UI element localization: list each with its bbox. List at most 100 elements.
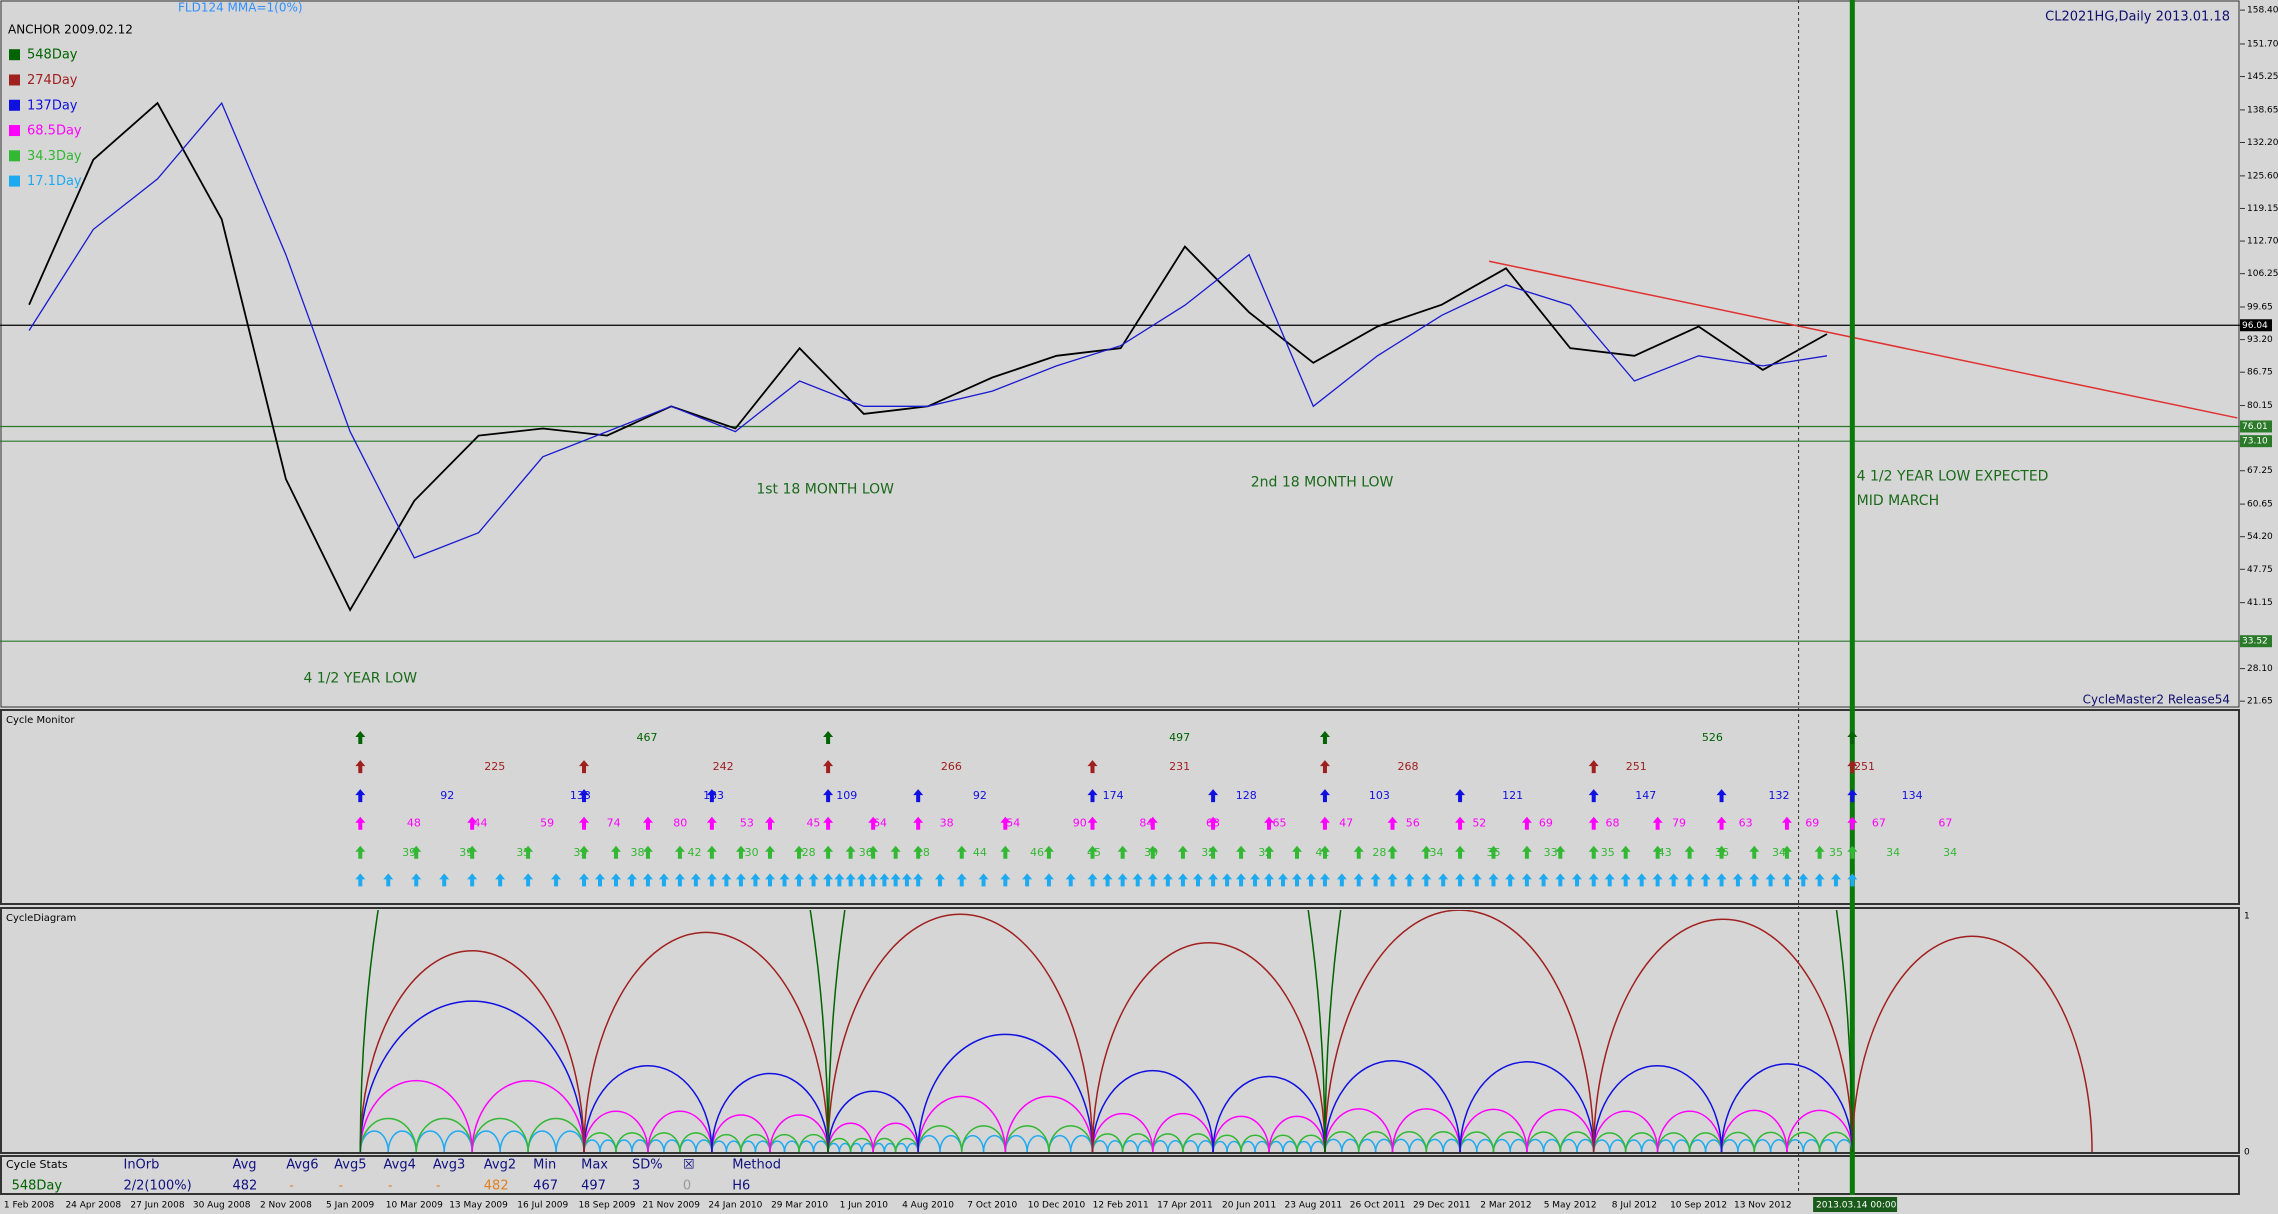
x-tick-label: 5 Jan 2009 bbox=[326, 1201, 374, 1211]
cycle-length: 39 bbox=[1144, 846, 1158, 859]
cycle-arrow bbox=[868, 873, 879, 887]
legend-label: 17.1Day bbox=[27, 174, 82, 189]
cycle-length: 69 bbox=[1539, 817, 1553, 830]
cycle-arrow bbox=[934, 873, 945, 887]
cycle-arrow bbox=[658, 873, 669, 887]
x-tick-label: 26 Oct 2011 bbox=[1350, 1201, 1406, 1211]
cycle-arrow bbox=[779, 873, 790, 887]
cycle-arc bbox=[1459, 1108, 1528, 1152]
cycle-arrow bbox=[579, 789, 590, 803]
level-badge bbox=[2240, 319, 2272, 332]
cycle-arrow bbox=[956, 873, 967, 887]
trendline bbox=[1488, 260, 2238, 419]
cycle-arrow bbox=[467, 816, 478, 830]
diagram-tick: 1 bbox=[2244, 912, 2250, 922]
y-tick-label: 151.70 bbox=[2247, 39, 2278, 49]
x-tick-label: 4 Aug 2010 bbox=[902, 1201, 954, 1211]
price-line bbox=[28, 101, 1828, 559]
cycle-length: 30 bbox=[745, 846, 759, 859]
date-badge bbox=[1813, 1197, 1898, 1212]
cycle-length: 121 bbox=[1502, 789, 1523, 802]
cycle-arrow bbox=[1749, 845, 1760, 859]
level-badge bbox=[2240, 435, 2272, 448]
cycle-length: 32 bbox=[1201, 846, 1215, 859]
stats-header: ☒ bbox=[683, 1158, 695, 1173]
cycle-arrow bbox=[1387, 845, 1398, 859]
cycle-arc bbox=[583, 1065, 713, 1152]
cycle-arrow bbox=[642, 873, 653, 887]
cycle-arrow bbox=[411, 845, 422, 859]
cycle-arrow bbox=[1700, 873, 1711, 887]
annotation: 4 1/2 YEAR LOW bbox=[303, 670, 417, 686]
cycle-arc bbox=[961, 1125, 1007, 1152]
cycle-length: 46 bbox=[1030, 846, 1044, 859]
stats-value: - bbox=[388, 1179, 393, 1194]
cycle-arrow bbox=[1250, 873, 1261, 887]
legend-swatch bbox=[9, 99, 20, 111]
cycle-arrow bbox=[845, 873, 856, 887]
cycle-arrow bbox=[1732, 873, 1743, 887]
y-tick-label: 60.65 bbox=[2247, 500, 2273, 510]
cycle-arrow bbox=[1000, 816, 1011, 830]
cycle-arc bbox=[1559, 1131, 1595, 1152]
cycle-arrow bbox=[595, 873, 606, 887]
cycle-arc bbox=[647, 1132, 681, 1152]
legend-swatch bbox=[9, 49, 20, 61]
y-tick-label: 112.70 bbox=[2247, 237, 2278, 247]
level-badge bbox=[2240, 420, 2272, 433]
x-tick-label: 10 Sep 2012 bbox=[1670, 1201, 1727, 1211]
cycle-arrow bbox=[1102, 873, 1113, 887]
cycle-length: 242 bbox=[713, 760, 734, 773]
cycle-arrow bbox=[383, 873, 394, 887]
cycle-length: 74 bbox=[607, 817, 621, 830]
cycle-arrow bbox=[642, 845, 653, 859]
cycle-length: 34 bbox=[1772, 846, 1786, 859]
cycle-arrow bbox=[551, 873, 562, 887]
cycle-arrow bbox=[523, 873, 534, 887]
cycle-arrow bbox=[674, 845, 685, 859]
cycle-arc bbox=[1182, 1133, 1214, 1152]
cycle-arc bbox=[1212, 1116, 1270, 1152]
stats-header: Min bbox=[533, 1158, 556, 1173]
stats-value: - bbox=[289, 1179, 294, 1194]
cycle-arc bbox=[647, 1110, 713, 1152]
cycle-arrow bbox=[735, 873, 746, 887]
cycle-arrow bbox=[1404, 873, 1415, 887]
cycle-arrow bbox=[1264, 873, 1275, 887]
y-tick-label: 138.65 bbox=[2247, 105, 2278, 115]
cycle-length: 38 bbox=[630, 846, 644, 859]
cycle-arrow bbox=[1521, 816, 1532, 830]
cycle-arrow bbox=[1000, 873, 1011, 887]
cycle-arrow bbox=[1620, 873, 1631, 887]
cycle-arc bbox=[1324, 1108, 1394, 1152]
cycle-length: 28 bbox=[1372, 846, 1386, 859]
y-tick-label: 47.75 bbox=[2247, 565, 2273, 575]
highlight-date: 2013.03.14 00:00 bbox=[1816, 1201, 1897, 1211]
x-tick-label: 2 Nov 2008 bbox=[260, 1201, 312, 1211]
cycle-arc bbox=[1459, 1061, 1595, 1152]
cycle-length: 42 bbox=[1315, 846, 1329, 859]
cycle-arrow bbox=[1043, 845, 1054, 859]
cycle-arrow bbox=[1636, 873, 1647, 887]
cycle-arrow bbox=[1162, 873, 1173, 887]
cycle-arc bbox=[1720, 1063, 1854, 1152]
cycle-arrow bbox=[1319, 731, 1330, 745]
cycle-arrow bbox=[439, 873, 450, 887]
stats-value: 497 bbox=[581, 1179, 606, 1194]
cycle-arrow bbox=[1208, 816, 1219, 830]
y-tick-label: 54.20 bbox=[2247, 532, 2273, 542]
y-tick-label: 99.65 bbox=[2247, 303, 2273, 313]
cycle-arrow bbox=[1652, 873, 1663, 887]
cycle-arrow bbox=[823, 760, 834, 774]
diagram-pane bbox=[0, 907, 2240, 1154]
cycle-length: 92 bbox=[973, 789, 987, 802]
cycle-arrow bbox=[411, 873, 422, 887]
cycle-arrow bbox=[1798, 873, 1809, 887]
cycle-arc bbox=[711, 1072, 829, 1152]
cycle-arc bbox=[1004, 1125, 1050, 1152]
cycle-arrow bbox=[901, 873, 912, 887]
cycle-arrow bbox=[1521, 845, 1532, 859]
cycle-arrow bbox=[1043, 873, 1054, 887]
level-label: 33.52 bbox=[2242, 637, 2268, 647]
y-tick-label: 125.60 bbox=[2247, 171, 2278, 181]
